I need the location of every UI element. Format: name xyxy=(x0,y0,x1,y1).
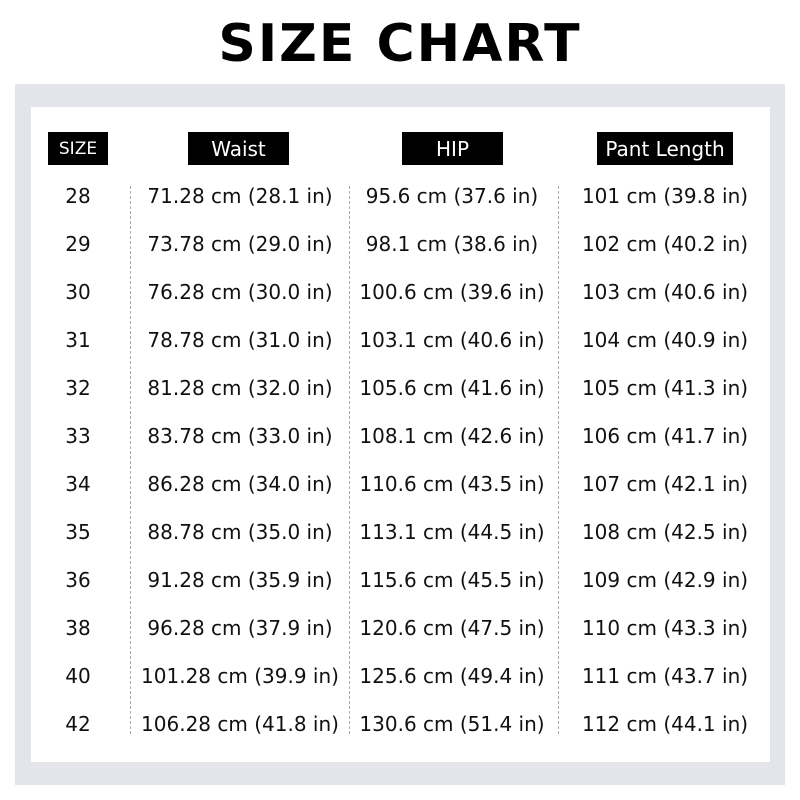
hip-cell: 98.1 cm (38.6 in) xyxy=(365,232,539,256)
column-divider xyxy=(130,186,131,734)
pant-length-cell: 112 cm (44.1 in) xyxy=(581,712,749,736)
waist-cell: 83.78 cm (33.0 in) xyxy=(147,424,333,448)
size-cell: 29 xyxy=(65,232,91,256)
header-hip: HIP xyxy=(402,132,503,165)
header-size: SIZE xyxy=(48,132,108,165)
size-cell: 32 xyxy=(65,376,91,400)
pant-length-cell: 105 cm (41.3 in) xyxy=(581,376,749,400)
hip-cell: 103.1 cm (40.6 in) xyxy=(359,328,545,352)
pant-length-cell: 109 cm (42.9 in) xyxy=(581,568,749,592)
waist-cell: 106.28 cm (41.8 in) xyxy=(141,712,339,736)
waist-cell: 101.28 cm (39.9 in) xyxy=(141,664,339,688)
pant-length-cell: 110 cm (43.3 in) xyxy=(581,616,749,640)
pant-length-cell: 111 cm (43.7 in) xyxy=(581,664,749,688)
hip-cell: 105.6 cm (41.6 in) xyxy=(359,376,545,400)
size-cell: 40 xyxy=(65,664,91,688)
size-cell: 36 xyxy=(65,568,91,592)
hip-cell: 130.6 cm (51.4 in) xyxy=(359,712,545,736)
waist-cell: 73.78 cm (29.0 in) xyxy=(147,232,333,256)
pant-length-cell: 101 cm (39.8 in) xyxy=(581,184,749,208)
header-waist: Waist xyxy=(188,132,289,165)
size-cell: 35 xyxy=(65,520,91,544)
pant-length-cell: 102 cm (40.2 in) xyxy=(581,232,749,256)
hip-cell: 95.6 cm (37.6 in) xyxy=(365,184,539,208)
hip-cell: 113.1 cm (44.5 in) xyxy=(359,520,545,544)
waist-cell: 76.28 cm (30.0 in) xyxy=(147,280,333,304)
pant-length-cell: 107 cm (42.1 in) xyxy=(581,472,749,496)
page-title: SIZE CHART xyxy=(218,14,582,74)
size-cell: 33 xyxy=(65,424,91,448)
waist-cell: 78.78 cm (31.0 in) xyxy=(147,328,333,352)
hip-cell: 100.6 cm (39.6 in) xyxy=(359,280,545,304)
size-cell: 42 xyxy=(65,712,91,736)
pant-length-cell: 104 cm (40.9 in) xyxy=(581,328,749,352)
hip-cell: 115.6 cm (45.5 in) xyxy=(359,568,545,592)
size-cell: 30 xyxy=(65,280,91,304)
hip-cell: 120.6 cm (47.5 in) xyxy=(359,616,545,640)
waist-cell: 86.28 cm (34.0 in) xyxy=(147,472,333,496)
header-pant-length: Pant Length xyxy=(597,132,733,165)
chart-table xyxy=(31,107,770,762)
column-divider xyxy=(349,186,350,734)
waist-cell: 88.78 cm (35.0 in) xyxy=(147,520,333,544)
pant-length-cell: 108 cm (42.5 in) xyxy=(581,520,749,544)
hip-cell: 125.6 cm (49.4 in) xyxy=(359,664,545,688)
pant-length-cell: 106 cm (41.7 in) xyxy=(581,424,749,448)
waist-cell: 96.28 cm (37.9 in) xyxy=(147,616,333,640)
size-cell: 28 xyxy=(65,184,91,208)
hip-cell: 110.6 cm (43.5 in) xyxy=(359,472,545,496)
waist-cell: 91.28 cm (35.9 in) xyxy=(147,568,333,592)
column-divider xyxy=(558,186,559,734)
waist-cell: 71.28 cm (28.1 in) xyxy=(147,184,333,208)
size-cell: 38 xyxy=(65,616,91,640)
pant-length-cell: 103 cm (40.6 in) xyxy=(581,280,749,304)
size-cell: 31 xyxy=(65,328,91,352)
waist-cell: 81.28 cm (32.0 in) xyxy=(147,376,333,400)
size-cell: 34 xyxy=(65,472,91,496)
hip-cell: 108.1 cm (42.6 in) xyxy=(359,424,545,448)
